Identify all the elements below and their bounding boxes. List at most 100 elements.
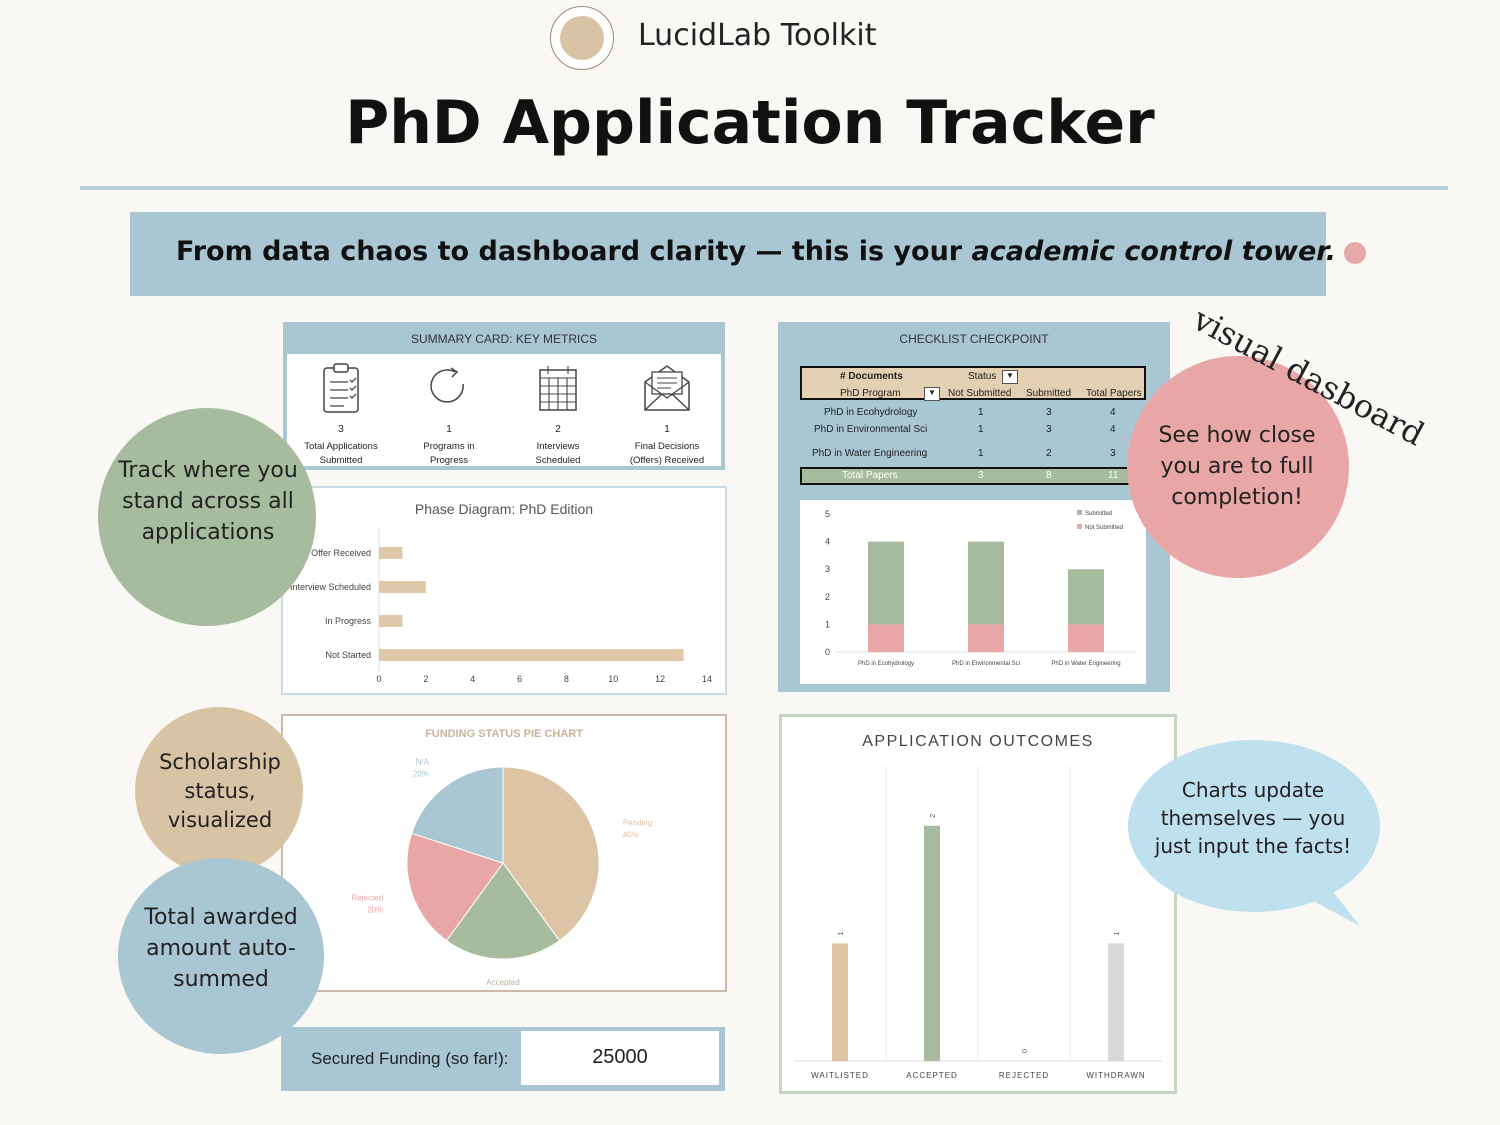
bar	[379, 547, 403, 559]
x-tick-label: 2	[423, 674, 428, 684]
stacked-bar-segment	[968, 541, 1004, 625]
y-tick-label: 5	[825, 509, 830, 519]
legend-swatch	[1077, 510, 1082, 515]
metric-value: 3	[338, 424, 344, 435]
dropdown-icon[interactable]: ▼	[924, 387, 940, 401]
outcomes-bar-svg: APPLICATION OUTCOMES 1 WAITLISTED 2 ACCEPTE…	[794, 733, 1162, 1080]
speech-bubble-tail	[1270, 878, 1360, 926]
legend-label: Not Submitted	[1085, 525, 1123, 531]
stacked-bar-segment	[968, 624, 1004, 652]
calendar-icon	[539, 366, 577, 411]
divider	[80, 186, 1448, 190]
legend-label: Submitted	[1085, 511, 1112, 517]
filter-icon[interactable]: ▼	[1002, 370, 1018, 384]
pie-slice	[406, 832, 504, 942]
stacked-bar-svg: 0 1 2 3 4 5 PhD in Ecohydrology PhD in Environm…	[825, 509, 1136, 667]
data-label: 2	[930, 814, 937, 818]
pie-label: Rejected	[352, 894, 384, 903]
stacked-bar-segment	[1068, 569, 1104, 625]
stacked-bar-segment	[1068, 624, 1104, 652]
checklist-stacked-chart: 0 1 2 3 4 5 PhD in Ecohydrology PhD in Environm…	[800, 500, 1146, 684]
callout-awarded-text: Total awarded amount auto-summed	[144, 905, 298, 992]
bar	[379, 649, 684, 661]
legend-swatch	[1077, 524, 1082, 529]
metric-value: 1	[664, 424, 670, 435]
chart-title: APPLICATION OUTCOMES	[862, 733, 1094, 750]
y-tick-label: Not Started	[325, 650, 371, 660]
secured-funding-value: 25000	[592, 1046, 648, 1068]
stacked-bar-segment	[868, 624, 904, 652]
application-outcomes-chart: APPLICATION OUTCOMES 1 WAITLISTED 2 ACCEPTE…	[779, 714, 1177, 1094]
pie-pct: 40%	[623, 830, 639, 839]
callout-completion-blob	[1127, 356, 1349, 578]
callout-track-text: Track where you stand across all applica…	[118, 458, 298, 545]
microscope-icon	[560, 16, 604, 60]
brand-name: LucidLab Toolkit	[638, 18, 877, 53]
pie-slice	[445, 862, 561, 960]
metric-label: Final Decisions (Offers) Received	[629, 441, 705, 466]
x-tick-label: REJECTED	[999, 1071, 1049, 1080]
y-tick-label: Interview Scheduled	[290, 582, 371, 592]
speech-bubble	[1128, 740, 1380, 912]
y-tick-label: Offer Received	[311, 548, 371, 558]
pie-pct: 20%	[367, 906, 383, 915]
secured-funding-label: Secured Funding (so far!):	[311, 1049, 509, 1068]
summary-metrics: 3 Total Applications Submitted 1 Programs…	[287, 354, 721, 466]
callout-awarded-blob	[118, 858, 324, 1054]
callout-completion-text: See how close you are to full completion…	[1158, 423, 1316, 510]
envelope-icon	[644, 365, 690, 411]
refresh-icon	[430, 367, 464, 403]
callout-scholarship-blob	[135, 707, 303, 875]
pie-slice	[502, 766, 600, 942]
clipboard-icon	[323, 363, 359, 413]
pie-pct: 20%	[413, 769, 429, 778]
page-title: PhD Application Tracker	[345, 88, 1155, 158]
x-tick-label: PhD in Water Engineering	[1051, 661, 1120, 667]
metric-label: Total Applications Submitted	[304, 441, 378, 466]
bar	[832, 943, 848, 1061]
x-tick-label: PhD in Environmental Sci	[952, 661, 1020, 667]
banner-text-start: From data chaos to dashboard clarity — t…	[176, 236, 972, 267]
x-tick-label: 10	[608, 674, 618, 684]
x-tick-label: 8	[564, 674, 569, 684]
table-header	[800, 366, 1146, 400]
x-tick-label: ACCEPTED	[906, 1071, 958, 1080]
brand: LucidLab Toolkit	[550, 6, 970, 70]
checklist-title: CHECKLIST CHECKPOINT	[899, 332, 1049, 346]
x-tick-label: WAITLISTED	[811, 1071, 869, 1080]
bar	[1108, 943, 1124, 1061]
data-label: 1	[1114, 931, 1121, 935]
funding-pie-svg: FUNDING STATUS PIE CHART Pending 40% Accep…	[352, 728, 653, 999]
bar	[379, 615, 403, 627]
y-tick-label: 4	[825, 537, 830, 547]
x-tick-label: 6	[517, 674, 522, 684]
secured-funding-field[interactable]: 25000	[521, 1031, 719, 1085]
x-tick-label: 12	[655, 674, 665, 684]
y-tick-label: 3	[825, 564, 830, 574]
pie-label: Pending	[623, 818, 652, 827]
y-tick-label: 2	[825, 592, 830, 602]
phase-diagram-chart: Phase Diagram: PhD Edition Offer Receive…	[281, 486, 727, 695]
callout-scholarship-text: Scholarship status, visualized	[159, 750, 281, 832]
data-label: 0	[1022, 1049, 1029, 1053]
banner-text-em: academic control tower.	[971, 236, 1337, 267]
y-tick-label: 1	[825, 619, 830, 629]
metric-value: 1	[446, 424, 452, 435]
pie-label: Accepted	[486, 978, 519, 987]
x-tick-label: PhD in Ecohydrology	[858, 661, 914, 667]
metric-value: 2	[555, 424, 561, 435]
chart-title: Phase Diagram: PhD Edition	[415, 501, 593, 517]
metric-programs-in-progress: 1 Programs in Progress	[395, 354, 503, 466]
x-tick-label: 4	[470, 674, 475, 684]
speech-bubble-text: Charts update themselves — you just inpu…	[1154, 778, 1352, 858]
checklist-checkpoint: CHECKLIST CHECKPOINT # Documents Status …	[778, 322, 1170, 692]
callout-track-blob	[98, 408, 316, 626]
y-tick-label: In Progress	[325, 616, 372, 626]
bar	[924, 825, 940, 1061]
brain-icon	[1344, 241, 1367, 264]
pie-slice	[411, 766, 504, 864]
stacked-bar-segment	[868, 541, 904, 625]
metric-total-applications: 3 Total Applications Submitted	[287, 354, 395, 466]
metric-final-decisions: 1 Final Decisions (Offers) Received	[613, 354, 721, 466]
bar	[379, 581, 426, 593]
